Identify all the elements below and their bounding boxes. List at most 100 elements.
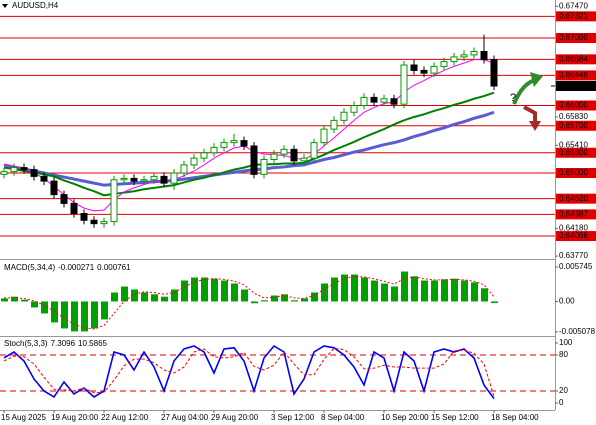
down-arrow-head xyxy=(529,121,541,131)
macd-bar xyxy=(261,300,268,302)
stochastic-line xyxy=(3,347,495,397)
y-tick-label: 0.63770 xyxy=(559,251,588,260)
candle-body xyxy=(480,51,488,61)
macd-bar xyxy=(321,283,328,302)
candle-body xyxy=(390,98,398,105)
level-label-box xyxy=(556,100,596,111)
x-tick-label: 15 Aug 2025 xyxy=(1,413,46,422)
candle-body xyxy=(160,175,168,184)
candle-body xyxy=(370,96,378,103)
macd-bar xyxy=(381,283,388,302)
candle-body xyxy=(450,56,458,63)
level-label: 0.64387 xyxy=(559,210,588,219)
level-label-box xyxy=(556,168,596,179)
candle-body xyxy=(490,59,498,87)
macd-bar xyxy=(191,277,198,302)
y-tick-label: 80 xyxy=(559,350,568,359)
macd-bar xyxy=(201,277,208,302)
macd-bar xyxy=(301,298,308,302)
x-tick-label: 8 Sep 04:00 xyxy=(321,413,365,422)
level-label-box xyxy=(556,54,596,65)
macd-bar xyxy=(11,296,18,302)
candle-body xyxy=(410,64,418,71)
macd-bar xyxy=(451,278,458,302)
macd-bar xyxy=(101,301,108,320)
macd-bar xyxy=(71,301,78,332)
macd-bar xyxy=(151,294,158,302)
macd-readout: -0.000271 xyxy=(58,263,95,272)
candle-body xyxy=(0,171,8,175)
y-tick-label: 100 xyxy=(559,338,573,347)
macd-bar xyxy=(131,289,138,302)
macd-bar xyxy=(371,280,378,302)
candle-body xyxy=(300,157,308,162)
y-tick-label: 0.67470 xyxy=(559,1,588,10)
candle-body xyxy=(280,148,288,155)
level-label: 0.65000 xyxy=(559,168,588,177)
macd-bar xyxy=(401,271,408,302)
candle-body xyxy=(220,142,228,148)
macd-bar xyxy=(181,280,188,302)
candle-body xyxy=(180,164,188,174)
y-tick-label: 0.00 xyxy=(559,297,575,306)
candle-body xyxy=(70,202,78,215)
candle-body xyxy=(350,105,358,113)
candle-body xyxy=(420,69,428,74)
macd-bar xyxy=(491,301,498,304)
macd-bar xyxy=(431,280,438,302)
candle-body xyxy=(60,194,68,204)
current-price-box xyxy=(556,81,596,91)
macd-bar xyxy=(441,279,448,302)
macd-title: MACD(5,34,4) -0.000271 0.000761 xyxy=(4,263,131,272)
level-label: 0.64066 xyxy=(559,231,588,240)
candle-body xyxy=(290,148,298,162)
level-label-box xyxy=(556,33,596,44)
level-label-box xyxy=(556,11,596,22)
candle-body xyxy=(170,172,178,184)
candle-body xyxy=(360,96,368,107)
level-label-box xyxy=(556,209,596,220)
y-tick-label: 20 xyxy=(559,386,568,395)
macd-bar xyxy=(471,282,478,302)
down-arrow xyxy=(523,105,537,124)
current-price-label: 0.66289 xyxy=(559,81,588,90)
candle-body xyxy=(100,221,108,225)
macd-bar xyxy=(421,280,428,302)
level-label-box xyxy=(556,193,596,204)
up-arrow-head xyxy=(530,72,543,87)
candle-body xyxy=(430,65,438,74)
candle-body xyxy=(150,175,158,181)
macd-bar xyxy=(141,292,148,302)
candle-body xyxy=(200,152,208,159)
level-label: 0.66684 xyxy=(559,54,588,63)
stochastic-line xyxy=(3,344,495,400)
y-tick-label: 0.65410 xyxy=(559,140,588,149)
stoch-readout: 7.3096 xyxy=(51,339,76,348)
macd-readout: 0.000761 xyxy=(97,263,131,272)
level-label-box xyxy=(556,120,596,131)
macd-bar xyxy=(81,301,88,332)
macd-bar xyxy=(221,280,228,302)
candle-body xyxy=(250,145,258,175)
candle-body xyxy=(320,128,328,144)
macd-bar xyxy=(331,277,338,302)
macd-bar xyxy=(41,301,48,314)
macd-bar xyxy=(411,276,418,302)
forecast-arrows: ? xyxy=(510,72,543,131)
symbol-menu-icon xyxy=(2,4,8,8)
candle-body xyxy=(110,179,118,223)
level-label: 0.65300 xyxy=(559,148,588,157)
candle-body xyxy=(310,142,318,159)
macd-bar xyxy=(1,298,8,302)
macd-name: MACD(5,34,4) xyxy=(4,263,55,272)
candle-body xyxy=(80,213,88,221)
x-tick-label: 15 Sep 12:00 xyxy=(431,413,479,422)
macd-bar xyxy=(121,286,128,302)
candle-body xyxy=(50,180,58,196)
x-tick-label: 27 Aug 04:00 xyxy=(161,413,209,422)
candle-body xyxy=(470,51,478,56)
candle-body xyxy=(240,140,248,147)
y-tick-label: 0 xyxy=(559,398,564,407)
